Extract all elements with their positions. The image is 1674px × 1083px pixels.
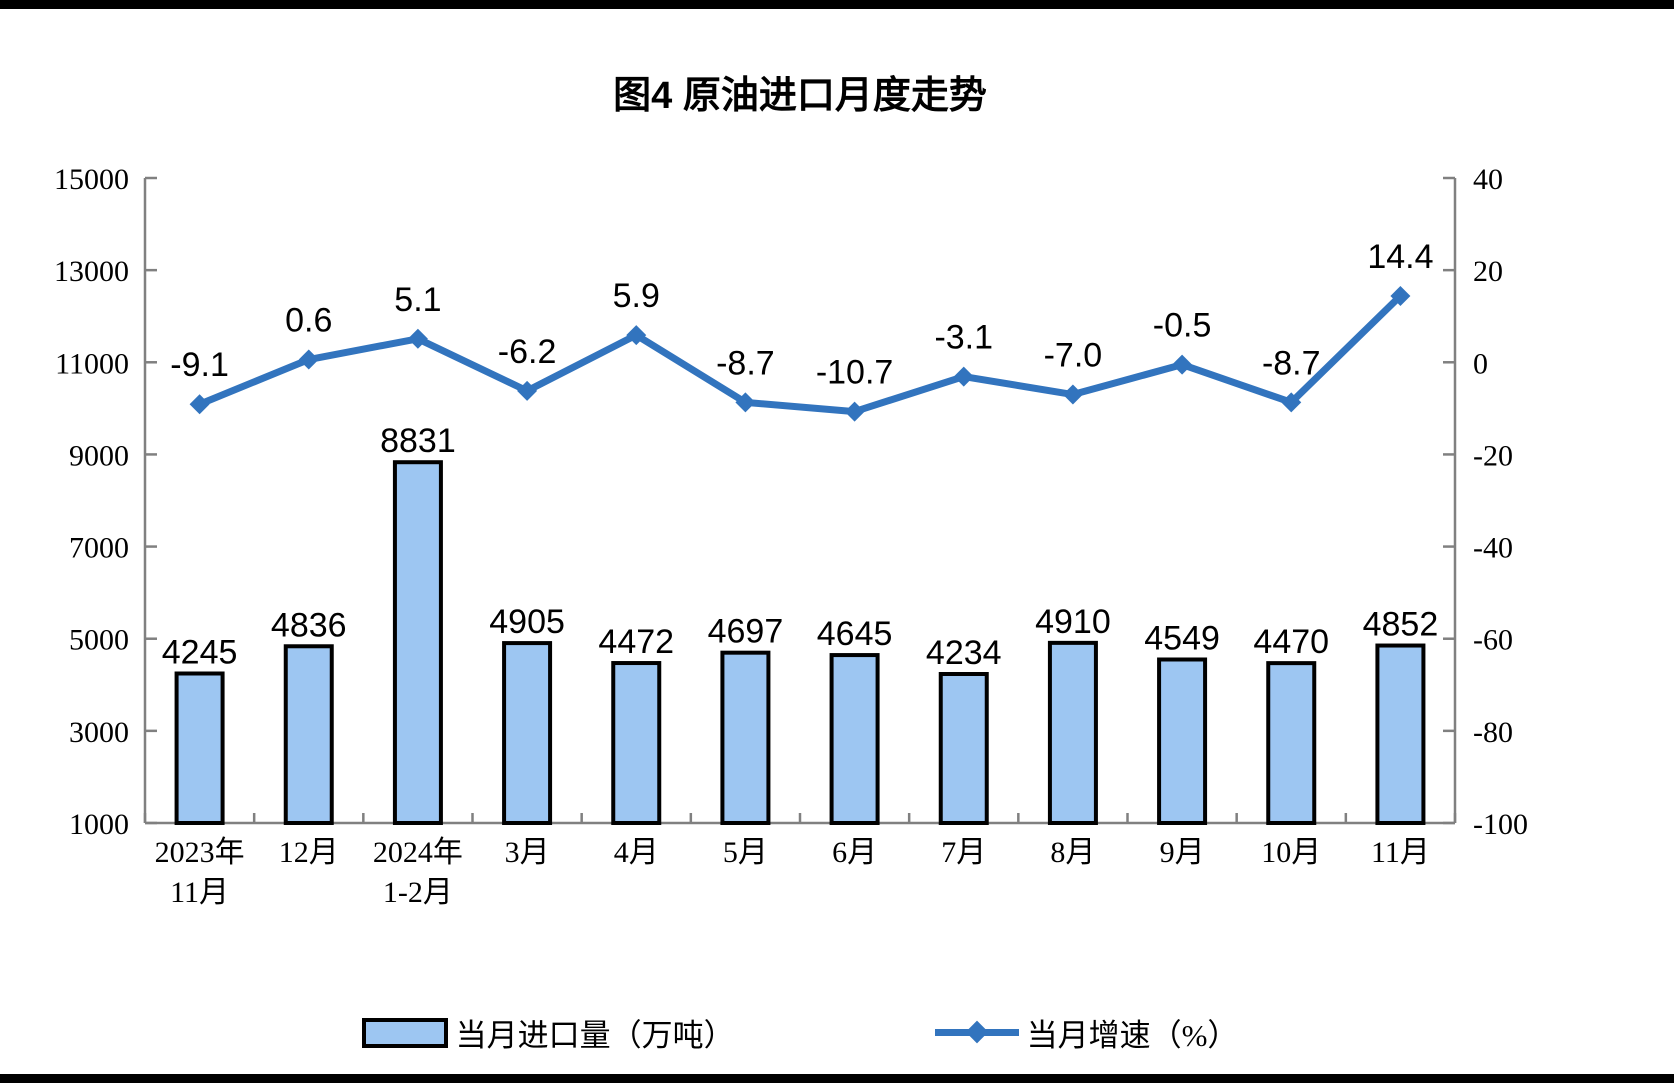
x-category-label: 5月 bbox=[723, 836, 768, 869]
right-axis-tick-label: -80 bbox=[1473, 716, 1513, 749]
line-marker bbox=[1172, 354, 1193, 375]
left-axis-tick-label: 7000 bbox=[69, 532, 129, 565]
line-marker bbox=[1281, 392, 1302, 413]
line-value-label: 5.1 bbox=[394, 281, 441, 319]
bar-value-label: 4234 bbox=[926, 634, 1002, 672]
line-value-label: -3.1 bbox=[934, 319, 993, 357]
legend-item-growth: 当月增速（%） bbox=[934, 1010, 1239, 1055]
bar-value-label: 4910 bbox=[1035, 603, 1111, 641]
line-marker bbox=[953, 366, 974, 387]
right-axis-tick-label: -40 bbox=[1473, 532, 1513, 565]
bar-value-label: 4852 bbox=[1363, 606, 1439, 644]
x-category-label: 4月 bbox=[614, 836, 659, 869]
line-value-label: -7.0 bbox=[1044, 337, 1103, 375]
x-category-label: 12月 bbox=[279, 836, 339, 869]
x-category-label: 1-2月 bbox=[383, 876, 453, 909]
chart-title: 图4 原油进口月度走势 bbox=[613, 75, 987, 117]
x-category-label: 8月 bbox=[1050, 836, 1095, 869]
bar bbox=[1047, 640, 1098, 825]
line-marker bbox=[517, 380, 538, 401]
left-axis-tick-label: 9000 bbox=[69, 439, 129, 472]
growth-line bbox=[196, 292, 1404, 416]
bar-value-label: 4245 bbox=[162, 633, 238, 671]
x-category-label: 7月 bbox=[941, 836, 986, 869]
right-axis-tick-label: -20 bbox=[1473, 439, 1513, 472]
bar bbox=[502, 641, 553, 825]
line-marker bbox=[626, 325, 647, 346]
diamond-marker-icon bbox=[965, 1020, 988, 1044]
bar-value-label: 4836 bbox=[271, 606, 347, 644]
line-marker bbox=[735, 392, 756, 413]
right-axis-tick-label: -60 bbox=[1473, 624, 1513, 657]
left-axis-tick-label: 15000 bbox=[54, 163, 129, 196]
x-category-label: 10月 bbox=[1261, 836, 1321, 869]
bar-value-label: 4472 bbox=[598, 623, 674, 661]
top-divider bbox=[0, 0, 1674, 9]
x-category-label: 3月 bbox=[505, 836, 550, 869]
bar-value-label: 4470 bbox=[1253, 623, 1329, 661]
bar bbox=[1157, 657, 1208, 825]
line-marker bbox=[1062, 384, 1083, 405]
bar bbox=[720, 650, 771, 826]
line-marker bbox=[844, 401, 865, 422]
line-value-label: -0.5 bbox=[1153, 307, 1212, 345]
bar bbox=[392, 460, 443, 825]
bar bbox=[611, 661, 662, 825]
left-axis-tick-label: 1000 bbox=[69, 808, 129, 841]
line-marker bbox=[298, 349, 319, 370]
x-category-label: 6月 bbox=[832, 836, 877, 869]
right-axis-tick-label: 0 bbox=[1473, 347, 1488, 380]
legend-label-growth: 当月增速（%） bbox=[1026, 1018, 1239, 1053]
legend-label-imports: 当月进口量（万吨） bbox=[455, 1018, 735, 1053]
bar bbox=[1266, 661, 1317, 825]
x-category-label: 11月 bbox=[1371, 836, 1430, 869]
right-axis-tick-label: -100 bbox=[1473, 808, 1528, 841]
line-value-label: 5.9 bbox=[613, 277, 660, 315]
bar-value-label: 4905 bbox=[489, 603, 565, 641]
x-category-label: 9月 bbox=[1160, 836, 1205, 869]
bar-value-label: 4549 bbox=[1144, 619, 1220, 657]
legend-item-imports: 当月进口量（万吨） bbox=[361, 1010, 735, 1055]
line-value-label: -6.2 bbox=[498, 333, 557, 371]
bar-series-swatch bbox=[361, 1017, 448, 1048]
left-axis-tick-label: 13000 bbox=[54, 255, 129, 288]
left-axis-tick-label: 3000 bbox=[69, 716, 129, 749]
right-axis-tick-label: 20 bbox=[1473, 255, 1503, 288]
x-category-label: 2024年 bbox=[373, 836, 463, 869]
line-value-label: 14.4 bbox=[1367, 238, 1433, 276]
x-category-label: 11月 bbox=[170, 876, 229, 909]
line-series-swatch bbox=[934, 1020, 1019, 1044]
line-marker bbox=[189, 394, 210, 415]
bar-value-label: 4645 bbox=[817, 615, 893, 653]
bar bbox=[1375, 643, 1426, 825]
line-value-label: -10.7 bbox=[816, 354, 894, 392]
line-marker bbox=[1390, 285, 1411, 306]
bar bbox=[938, 672, 989, 825]
line-value-label: -8.7 bbox=[1262, 344, 1321, 382]
bar-value-label: 8831 bbox=[380, 422, 456, 460]
left-axis-tick-label: 11000 bbox=[55, 347, 129, 380]
bar-value-label: 4697 bbox=[708, 613, 784, 651]
line-marker bbox=[407, 328, 428, 349]
line-value-label: -8.7 bbox=[716, 344, 775, 382]
bottom-divider bbox=[0, 1074, 1674, 1083]
line-value-label: -9.1 bbox=[170, 346, 229, 384]
bar bbox=[174, 671, 225, 826]
line-value-label: 0.6 bbox=[285, 302, 332, 340]
right-axis-tick-label: 40 bbox=[1473, 163, 1503, 196]
legend: 当月进口量（万吨） 当月增速（%） bbox=[145, 1010, 1455, 1055]
bar bbox=[283, 644, 334, 826]
bar bbox=[829, 653, 880, 825]
left-axis-tick-label: 5000 bbox=[69, 624, 129, 657]
x-category-label: 2023年 bbox=[155, 836, 245, 869]
